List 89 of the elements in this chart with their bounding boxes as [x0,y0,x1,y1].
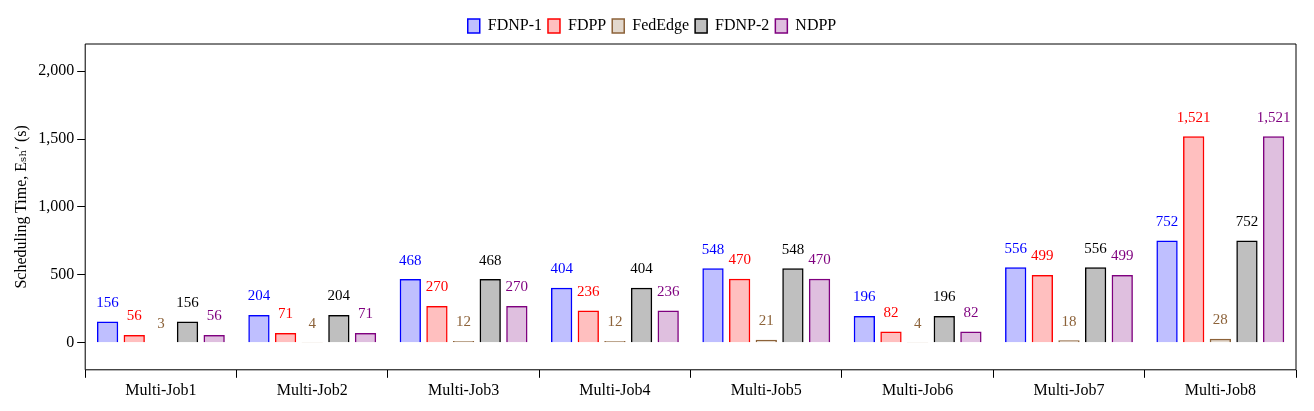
data-label: 204 [327,287,351,304]
data-label: 499 [1031,247,1054,264]
data-label: 236 [577,283,601,300]
legend-label: FDPP [567,16,607,34]
bar [506,306,528,343]
bar [551,287,573,343]
bar [248,314,270,343]
x-tick-label: Multi-Job8 [1184,380,1256,398]
x-tick-label: Multi-Job3 [428,380,500,398]
data-label: 1,521 [1256,108,1291,125]
data-label: 82 [883,303,899,320]
data-label: 752 [1235,213,1259,229]
bar [1031,274,1053,343]
data-label: 236 [656,283,680,300]
data-label: 470 [728,251,751,268]
x-tick-label: Multi-Job6 [882,380,954,398]
bar [808,278,831,343]
legend-label: NDPP [795,16,837,34]
bar [630,287,653,343]
bar [577,310,599,343]
bar [1183,136,1205,343]
data-label: 82 [963,303,979,320]
data-label: 470 [808,251,831,268]
bar [1236,240,1258,343]
bar [1111,274,1133,343]
data-label: 12 [607,313,623,330]
bar [274,333,297,343]
bar [176,321,199,343]
bar [933,316,955,343]
data-label: 468 [478,251,502,268]
bar [1156,240,1178,343]
data-label: 196 [933,288,957,305]
legend-label: FDNP-1 [487,16,542,34]
y-tick-label: 1,500 [38,129,75,147]
data-label: 1,521 [1176,108,1211,125]
data-label: 18 [1061,312,1077,329]
x-tick-label: Multi-Job7 [1033,380,1105,398]
bar [1084,267,1107,343]
x-tick-label: Multi-Job5 [730,380,802,398]
bar [853,316,876,343]
bar [328,314,350,343]
data-label: 156 [96,293,120,310]
data-label: 404 [630,260,654,277]
bar [657,310,679,343]
data-label: 71 [358,305,373,322]
bar [702,268,724,343]
data-label: 56 [126,307,143,324]
bar [960,331,982,343]
bar [399,279,421,343]
bar [479,279,501,343]
data-label: 4 [308,314,317,331]
legend-label: FDNP-2 [715,16,770,34]
bar [96,321,119,343]
data-label: 499 [1111,247,1134,264]
y-tick-label: 0 [66,332,75,350]
y-tick-label: 2,000 [38,61,75,79]
bar [782,268,804,343]
x-tick-label: Multi-Job4 [579,380,651,398]
data-label: 404 [550,260,574,277]
x-tick-label: Multi-Job1 [125,380,197,398]
bar [426,306,448,343]
data-label: 3 [157,314,165,331]
data-label: 556 [1084,239,1108,256]
data-label: 548 [701,240,725,257]
data-label: 12 [456,313,472,330]
y-tick-label: 500 [50,264,75,282]
data-label: 556 [1004,239,1028,256]
data-label: 204 [247,287,271,304]
data-label: 752 [1155,213,1179,229]
data-label: 28 [1212,311,1228,328]
data-label: 56 [206,307,223,324]
data-label: 4 [913,314,922,331]
data-label: 196 [853,288,877,305]
data-label: 468 [399,251,422,268]
y-tick-label: 1,000 [38,197,75,215]
data-label: 21 [758,312,774,329]
bar [354,333,377,343]
x-tick-label: Multi-Job2 [276,380,348,398]
data-label: 71 [278,305,294,322]
data-label: 548 [781,240,805,257]
data-label: 270 [505,278,529,295]
bar [1262,136,1285,343]
bar [728,278,751,343]
data-label: 270 [425,278,449,295]
legend-label: FedEdge [632,16,690,35]
bar [880,331,902,343]
y-axis-title: Scheduling Time, Eₛₕ′ (s) [11,125,30,289]
data-label: 156 [176,293,200,310]
bar [1005,267,1027,343]
